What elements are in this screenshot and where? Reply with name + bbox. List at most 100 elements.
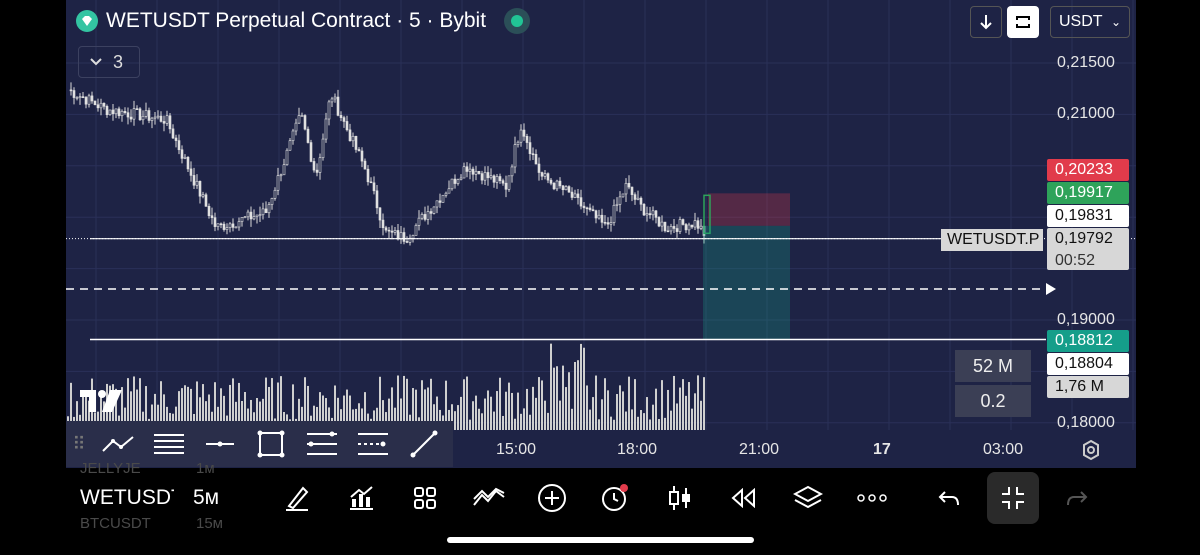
- undo-icon[interactable]: [932, 481, 966, 515]
- symbol-title[interactable]: WETUSDT Perpetual Contract · 5 · Bybit: [106, 9, 487, 32]
- candle-body: [501, 180, 505, 184]
- alert-icon[interactable]: [598, 481, 632, 515]
- fib-icon[interactable]: [143, 421, 194, 467]
- candle-body: [642, 203, 646, 216]
- candle-body: [606, 222, 610, 225]
- candle-body: [636, 197, 640, 200]
- brush-line-icon[interactable]: [398, 421, 449, 467]
- indicators-toggle[interactable]: 3: [78, 46, 140, 78]
- volume-bar: [214, 382, 216, 430]
- candle-body: [339, 115, 343, 118]
- download-button[interactable]: [970, 6, 1002, 38]
- replay-icon[interactable]: [726, 481, 760, 515]
- volume-bar: [688, 382, 690, 430]
- candle-body: [123, 110, 127, 114]
- volume-bar: [433, 404, 435, 430]
- interval-selector[interactable]: 5м: [193, 486, 220, 509]
- candle-body: [93, 100, 97, 106]
- volume-bar: [457, 405, 459, 430]
- currency-select[interactable]: USDT ⌄: [1050, 6, 1130, 38]
- chart-type-icon[interactable]: [344, 481, 378, 515]
- candle-body: [309, 142, 313, 162]
- candle-body: [507, 175, 511, 190]
- volume-bar: [301, 406, 303, 430]
- candle-body: [651, 210, 655, 216]
- volume-bar: [133, 376, 135, 430]
- volume-bar: [505, 391, 507, 430]
- volume-bar: [469, 419, 471, 430]
- add-icon[interactable]: [535, 481, 569, 515]
- volume-bar: [673, 375, 675, 430]
- candle-body: [570, 191, 574, 198]
- sync-button[interactable]: [1007, 6, 1039, 38]
- chevron-down-icon: ⌄: [1110, 15, 1121, 29]
- level-price-tag: 0,19831: [1047, 205, 1129, 227]
- candle-body: [549, 179, 553, 184]
- candle-body: [213, 217, 217, 227]
- candle-body: [78, 96, 82, 98]
- volume-bar: [436, 396, 438, 430]
- target-zone: [703, 225, 790, 340]
- drag-handle-icon[interactable]: ⠿: [72, 433, 86, 454]
- more-icon[interactable]: [855, 481, 889, 515]
- rectangle-icon[interactable]: [245, 421, 296, 467]
- volume-bar: [520, 413, 522, 430]
- candle-body: [165, 115, 169, 124]
- symbol-selector[interactable]: WETUSDT: [80, 486, 174, 509]
- candle-body: [567, 186, 571, 193]
- candle-body: [375, 190, 379, 209]
- candle-body: [138, 108, 142, 121]
- candle-body: [609, 222, 613, 225]
- volume-bar: [424, 389, 426, 430]
- entry-price-tag[interactable]: 0,19917: [1047, 182, 1129, 204]
- volume-bar: [571, 408, 573, 430]
- volume-bar: [487, 390, 489, 430]
- volume-bar: [190, 388, 192, 430]
- volume-bar: [358, 403, 360, 430]
- long-position-icon[interactable]: [296, 421, 347, 467]
- grid-icon[interactable]: [408, 481, 442, 515]
- settings-gear-icon[interactable]: [1080, 439, 1102, 466]
- exit-fullscreen-button[interactable]: [987, 472, 1039, 524]
- candle-body: [591, 209, 595, 212]
- candle-body: [330, 98, 334, 103]
- redo-icon[interactable]: [1060, 481, 1094, 515]
- candle-body: [678, 219, 682, 232]
- volume-bar: [541, 380, 543, 430]
- volume-bar: [670, 410, 672, 430]
- trend-tools-icon[interactable]: [92, 421, 143, 467]
- take-profit-price-tag[interactable]: 0,18812: [1047, 330, 1129, 352]
- candle-body: [87, 95, 91, 105]
- volume-bar: [166, 406, 168, 430]
- candle-body: [519, 129, 523, 143]
- time-label: 15:00: [496, 441, 537, 458]
- volume-bar: [646, 397, 648, 430]
- price-chart[interactable]: [66, 0, 1136, 468]
- candle-body: [261, 208, 265, 216]
- candle-body: [468, 168, 472, 172]
- candles-icon[interactable]: [663, 481, 697, 515]
- volume-bar: [340, 409, 342, 430]
- stop-loss-price-tag[interactable]: 0,20233: [1047, 159, 1129, 181]
- candle-body: [588, 207, 592, 210]
- candle-body: [657, 217, 661, 227]
- candle-body: [417, 217, 421, 226]
- volume-bar: [262, 398, 264, 430]
- candle-body: [333, 96, 337, 100]
- layers-icon[interactable]: [791, 481, 825, 515]
- volume-bar: [667, 389, 669, 430]
- candle-body: [480, 173, 484, 181]
- volume-bar: [232, 378, 234, 430]
- volume-bar: [250, 399, 252, 430]
- volume-bar: [184, 385, 186, 430]
- candle-body: [234, 226, 238, 229]
- chart-header: WETUSDT Perpetual Contract · 5 · Bybit: [76, 8, 531, 34]
- pen-icon[interactable]: [280, 481, 314, 515]
- volume-bar: [628, 376, 630, 430]
- indicators-icon[interactable]: [469, 481, 509, 515]
- price-label: 0,21000: [1057, 105, 1115, 122]
- volume-bar: [538, 377, 540, 430]
- short-position-icon[interactable]: [347, 421, 398, 467]
- volume-value-box: 52 M: [955, 350, 1031, 382]
- horizontal-line-icon[interactable]: [194, 421, 245, 467]
